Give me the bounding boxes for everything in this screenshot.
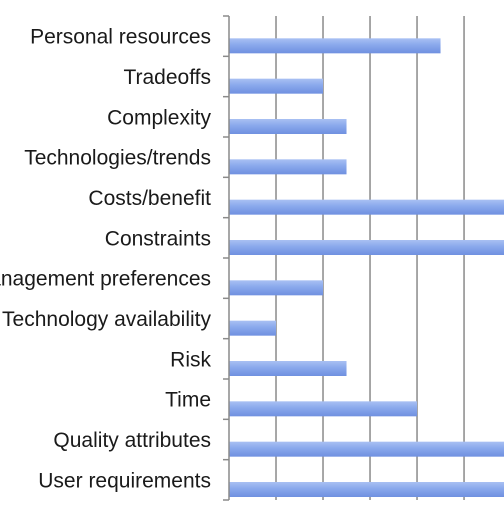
bar-quality-attributes (229, 441, 504, 457)
bar-tradeoffs (229, 78, 324, 94)
category-label: Tradeoffs (123, 66, 211, 89)
bar-technology-availability (229, 320, 277, 336)
bar-time (229, 401, 418, 417)
category-label: Time (165, 389, 211, 412)
category-label: User requirements (38, 469, 211, 492)
category-labels: Personal resources Tradeoffs Complexity Tec… (0, 26, 211, 493)
category-label: Risk (170, 348, 211, 371)
bar-complexity (229, 119, 347, 134)
bar-risk (229, 361, 347, 376)
bar-constraints (229, 240, 504, 255)
category-label: Costs/benefit (88, 187, 211, 210)
category-label: Technologies/trends (24, 147, 211, 170)
bar-technologies-trends (229, 159, 347, 175)
bar-personal-resources (229, 38, 441, 54)
category-axis (223, 15, 230, 501)
bar-management-preferences (229, 280, 324, 296)
category-label: Complexity (107, 106, 211, 129)
category-label: Technology availability (2, 308, 211, 331)
bar-user-requirements (229, 482, 504, 497)
gridlines (275, 16, 465, 500)
category-label: Personal resources (30, 26, 211, 49)
category-label: Constraints (105, 227, 211, 250)
bar-costs-benefit (229, 199, 504, 215)
category-label: Management preferences (0, 268, 211, 291)
bars (229, 38, 504, 497)
category-label: Quality attributes (53, 429, 211, 452)
